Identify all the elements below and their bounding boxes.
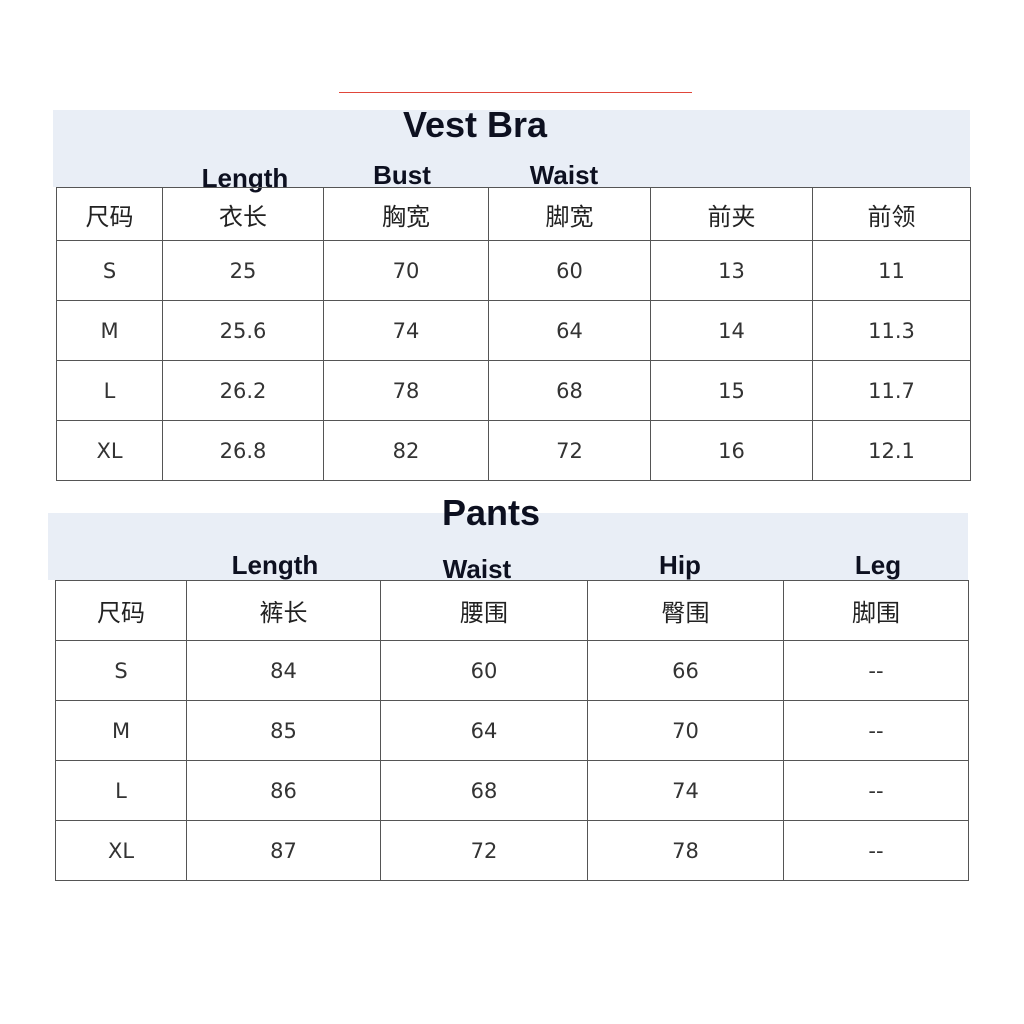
measurement-cell: 66 bbox=[587, 640, 784, 701]
measurement-cell: 72 bbox=[380, 820, 588, 881]
pants-title: Pants bbox=[441, 492, 541, 533]
pants-label-leg: Leg bbox=[854, 550, 902, 580]
pants-label-waist: Waist bbox=[442, 554, 512, 584]
column-header: 前夹 bbox=[650, 187, 813, 241]
table-row: XL 26.8 82 72 16 12.1 bbox=[56, 420, 971, 481]
measurement-cell: 11.7 bbox=[812, 360, 971, 421]
measurement-cell: 74 bbox=[323, 300, 489, 361]
measurement-cell: 87 bbox=[186, 820, 381, 881]
measurement-cell: 12.1 bbox=[812, 420, 971, 481]
table-row: L 26.2 78 68 15 11.7 bbox=[56, 360, 971, 421]
measurement-cell: 86 bbox=[186, 760, 381, 821]
measurement-cell: 11 bbox=[812, 240, 971, 301]
measurement-cell: -- bbox=[783, 820, 969, 881]
measurement-cell: 60 bbox=[380, 640, 588, 701]
measurement-cell: 72 bbox=[488, 420, 651, 481]
vest-bra-label-waist: Waist bbox=[529, 160, 599, 190]
measurement-cell: 60 bbox=[488, 240, 651, 301]
size-cell: L bbox=[56, 360, 163, 421]
measurement-cell: 16 bbox=[650, 420, 813, 481]
column-header: 前领 bbox=[812, 187, 971, 241]
measurement-cell: 68 bbox=[380, 760, 588, 821]
measurement-cell: 82 bbox=[323, 420, 489, 481]
measurement-cell: 26.8 bbox=[162, 420, 324, 481]
measurement-cell: 70 bbox=[587, 700, 784, 761]
column-header: 尺码 bbox=[56, 187, 163, 241]
column-header: 胸宽 bbox=[323, 187, 489, 241]
measurement-cell: -- bbox=[783, 700, 969, 761]
measurement-cell: 85 bbox=[186, 700, 381, 761]
decorative-red-line bbox=[339, 92, 692, 93]
header-row: 尺码 衣长 胸宽 脚宽 前夹 前领 bbox=[56, 187, 971, 241]
size-cell: XL bbox=[56, 420, 163, 481]
pants-header-band bbox=[48, 513, 968, 580]
pants-size-table: 尺码 裤长 腰围 臀围 脚围 S 84 60 66 -- M 85 64 70 -- L 86 68 74 -- XL 8… bbox=[55, 580, 969, 881]
column-header: 脚宽 bbox=[488, 187, 651, 241]
measurement-cell: 64 bbox=[380, 700, 588, 761]
table-row: M 25.6 74 64 14 11.3 bbox=[56, 300, 971, 361]
column-header: 衣长 bbox=[162, 187, 324, 241]
measurement-cell: 84 bbox=[186, 640, 381, 701]
table-row: M 85 64 70 -- bbox=[55, 700, 969, 761]
vest-bra-title: Vest Bra bbox=[402, 104, 548, 145]
measurement-cell: 64 bbox=[488, 300, 651, 361]
vest-bra-size-table: 尺码 衣长 胸宽 脚宽 前夹 前领 S 25 70 60 13 11 M 25.6 74 64 14 11.3 L 2… bbox=[56, 187, 971, 481]
pants-label-length: Length bbox=[231, 550, 319, 580]
vest-bra-label-length: Length bbox=[201, 163, 289, 193]
measurement-cell: 68 bbox=[488, 360, 651, 421]
size-cell: L bbox=[55, 760, 187, 821]
table-row: XL 87 72 78 -- bbox=[55, 820, 969, 881]
measurement-cell: 78 bbox=[587, 820, 784, 881]
vest-bra-header-band bbox=[53, 110, 970, 187]
size-cell: S bbox=[56, 240, 163, 301]
header-row: 尺码 裤长 腰围 臀围 脚围 bbox=[55, 580, 969, 641]
measurement-cell: 14 bbox=[650, 300, 813, 361]
measurement-cell: 25 bbox=[162, 240, 324, 301]
column-header: 腰围 bbox=[380, 580, 588, 641]
measurement-cell: 15 bbox=[650, 360, 813, 421]
measurement-cell: 78 bbox=[323, 360, 489, 421]
measurement-cell: 11.3 bbox=[812, 300, 971, 361]
measurement-cell: 26.2 bbox=[162, 360, 324, 421]
measurement-cell: -- bbox=[783, 640, 969, 701]
column-header: 脚围 bbox=[783, 580, 969, 641]
column-header: 尺码 bbox=[55, 580, 187, 641]
size-cell: S bbox=[55, 640, 187, 701]
vest-bra-label-bust: Bust bbox=[373, 160, 431, 190]
measurement-cell: 70 bbox=[323, 240, 489, 301]
pants-label-hip: Hip bbox=[659, 550, 701, 580]
measurement-cell: -- bbox=[783, 760, 969, 821]
table-row: S 25 70 60 13 11 bbox=[56, 240, 971, 301]
table-row: S 84 60 66 -- bbox=[55, 640, 969, 701]
table-row: L 86 68 74 -- bbox=[55, 760, 969, 821]
size-cell: M bbox=[56, 300, 163, 361]
measurement-cell: 74 bbox=[587, 760, 784, 821]
size-cell: M bbox=[55, 700, 187, 761]
column-header: 裤长 bbox=[186, 580, 381, 641]
column-header: 臀围 bbox=[587, 580, 784, 641]
measurement-cell: 13 bbox=[650, 240, 813, 301]
measurement-cell: 25.6 bbox=[162, 300, 324, 361]
size-cell: XL bbox=[55, 820, 187, 881]
